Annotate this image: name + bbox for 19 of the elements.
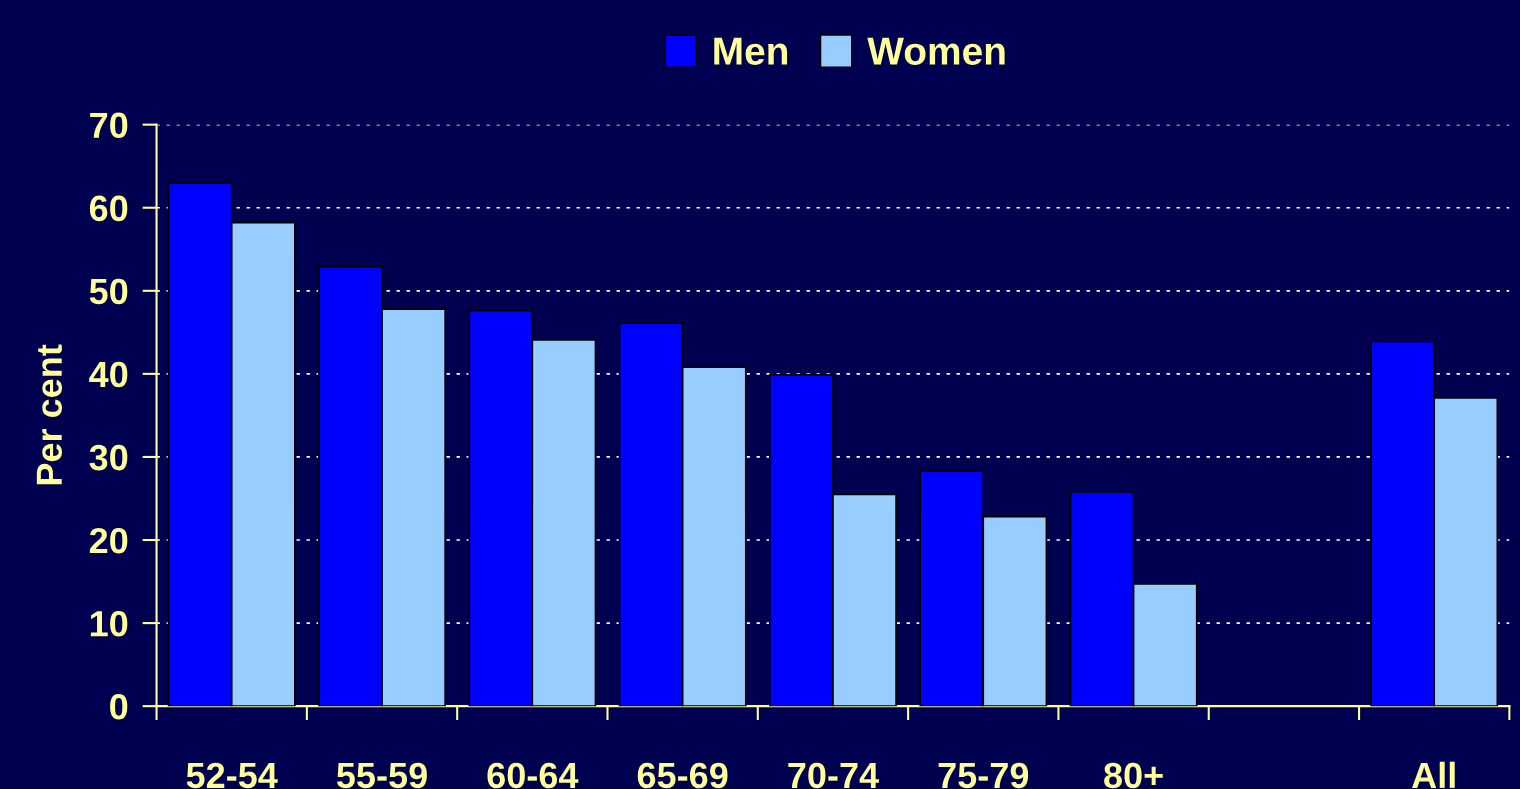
y-tick-label: 60 xyxy=(89,195,128,222)
x-tick-label: 60-64 xyxy=(487,762,579,789)
y-tick-label: 70 xyxy=(90,112,128,139)
y-tick-label: 0 xyxy=(110,694,128,720)
y-tick-label: 10 xyxy=(90,610,128,637)
y-tick-label: 30 xyxy=(89,444,128,471)
y-tick-label: 50 xyxy=(89,278,128,305)
x-tick-label: 55-59 xyxy=(336,762,427,789)
legend-label: Men xyxy=(714,37,788,65)
y-axis-title: Per cent xyxy=(36,344,63,485)
x-tick-label: 80+ xyxy=(1104,762,1163,789)
x-tick-label: 70-74 xyxy=(788,762,879,789)
y-tick-label: 20 xyxy=(89,527,128,554)
legend-label: Women xyxy=(867,37,1005,65)
x-tick-label: 52-54 xyxy=(186,762,278,789)
x-tick-label: All xyxy=(1412,761,1455,788)
y-tick-label: 40 xyxy=(89,361,128,388)
x-tick-label: 65-69 xyxy=(637,762,728,789)
x-tick-label: 75-79 xyxy=(938,762,1029,789)
